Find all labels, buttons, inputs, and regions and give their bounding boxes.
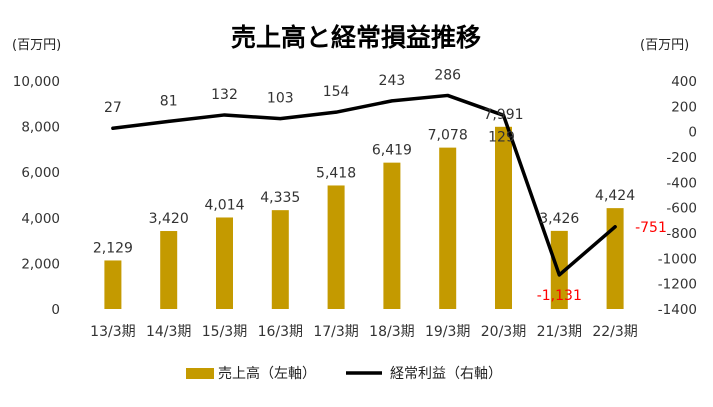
line-series — [111, 93, 617, 277]
line-data-labels: 27 81 132 103 154 243 286 129 -1,131 -751 — [104, 67, 667, 303]
bar — [104, 260, 122, 309]
right-axis-tick-label: -1400 — [658, 302, 697, 318]
line-point — [278, 117, 282, 121]
left-axis-tick-label: 2,000 — [21, 256, 60, 272]
line-point — [167, 119, 171, 123]
line-point — [613, 225, 617, 229]
bar-data-label: 4,424 — [595, 188, 635, 204]
x-axis-tick-label: 16/3期 — [258, 324, 303, 340]
line-point — [446, 93, 450, 97]
left-axis-tick-label: 4,000 — [21, 211, 60, 227]
legend-swatch-bar — [186, 368, 214, 379]
x-axis-tick-label: 22/3期 — [592, 324, 637, 340]
x-axis-tick-label: 14/3期 — [146, 324, 191, 340]
line-data-label: 286 — [434, 67, 461, 83]
bar — [160, 231, 178, 309]
bar-data-label: 7,991 — [483, 107, 523, 123]
x-axis-tick-label: 18/3期 — [369, 324, 414, 340]
x-axis-tick-label: 17/3期 — [313, 324, 358, 340]
line-data-label: 103 — [267, 91, 294, 107]
left-axis-tick-label: 8,000 — [21, 120, 60, 136]
line-data-label: 129 — [488, 129, 515, 145]
line-data-label: 81 — [160, 93, 178, 109]
right-axis-tick-label: 400 — [671, 74, 697, 90]
bar — [495, 126, 512, 309]
bar-data-label: 5,418 — [316, 165, 356, 181]
right-axis-tick-label: -1200 — [658, 277, 697, 293]
bar-data-label: 2,129 — [93, 240, 133, 256]
left-axis-tick-label: 0 — [51, 302, 60, 318]
line-data-label: 132 — [211, 87, 238, 103]
bar-data-label: 4,014 — [204, 197, 244, 213]
x-axis-tick-label: 21/3期 — [537, 324, 582, 340]
chart-title: 売上高と経常損益推移 — [231, 23, 481, 52]
right-axis-tick-label: -800 — [666, 226, 697, 242]
bar-data-label: 3,420 — [149, 211, 189, 227]
right-axis-tick-label: -400 — [666, 175, 697, 191]
x-axis-tick-label: 13/3期 — [90, 324, 135, 340]
line-point — [502, 113, 505, 117]
right-axis-unit: (百万円) — [640, 38, 689, 53]
left-axis: 0 2,000 4,000 6,000 8,000 10,000 — [13, 74, 60, 318]
bar-data-label: 6,419 — [372, 143, 412, 159]
x-axis: 13/3期 14/3期 15/3期 16/3期 17/3期 18/3期 19/3期 20/3期… — [90, 324, 638, 340]
bar — [327, 185, 345, 309]
line-data-label: 154 — [323, 84, 350, 100]
line-data-label: -751 — [635, 220, 667, 236]
line-data-label: -1,131 — [537, 288, 582, 304]
bar — [439, 147, 457, 309]
right-axis-tick-label: 200 — [671, 99, 697, 115]
left-axis-tick-label: 6,000 — [21, 165, 60, 181]
legend-label-bar: 売上高（左軸） — [218, 365, 316, 382]
bar — [216, 217, 233, 309]
x-axis-tick-label: 19/3期 — [425, 324, 470, 340]
line-data-label: 27 — [104, 100, 122, 116]
bar — [271, 210, 289, 309]
bar-data-label: 3,426 — [539, 211, 579, 227]
bar-data-labels: 2,129 3,420 4,014 4,335 5,418 6,419 7,078 7,991… — [93, 107, 635, 257]
bar — [383, 162, 401, 309]
line-point — [334, 110, 338, 114]
right-axis-tick-label: -1000 — [658, 251, 697, 267]
right-axis-tick-label: 0 — [688, 125, 697, 141]
left-axis-unit: (百万円) — [12, 38, 61, 53]
right-axis-tick-label: -600 — [666, 201, 697, 217]
bar — [606, 208, 624, 309]
x-axis-tick-label: 20/3期 — [481, 324, 526, 340]
legend: 売上高（左軸） 経常利益（右軸） — [186, 365, 502, 382]
line-point — [111, 126, 115, 130]
left-axis-tick-label: 10,000 — [13, 74, 60, 90]
right-axis-tick-label: -200 — [666, 150, 697, 166]
line-point — [557, 273, 561, 277]
legend-label-line: 経常利益（右軸） — [390, 366, 502, 382]
bar-data-label: 7,078 — [428, 128, 468, 144]
bar-data-label: 4,335 — [260, 190, 300, 206]
line-point — [223, 113, 226, 117]
line-data-label: 243 — [379, 73, 406, 89]
line-path — [111, 93, 617, 277]
x-axis-tick-label: 15/3期 — [202, 324, 247, 340]
line-point — [390, 99, 394, 103]
right-axis: 400 200 0 -200 -400 -600 -800 -1000 -1200 -1400 — [658, 74, 697, 318]
